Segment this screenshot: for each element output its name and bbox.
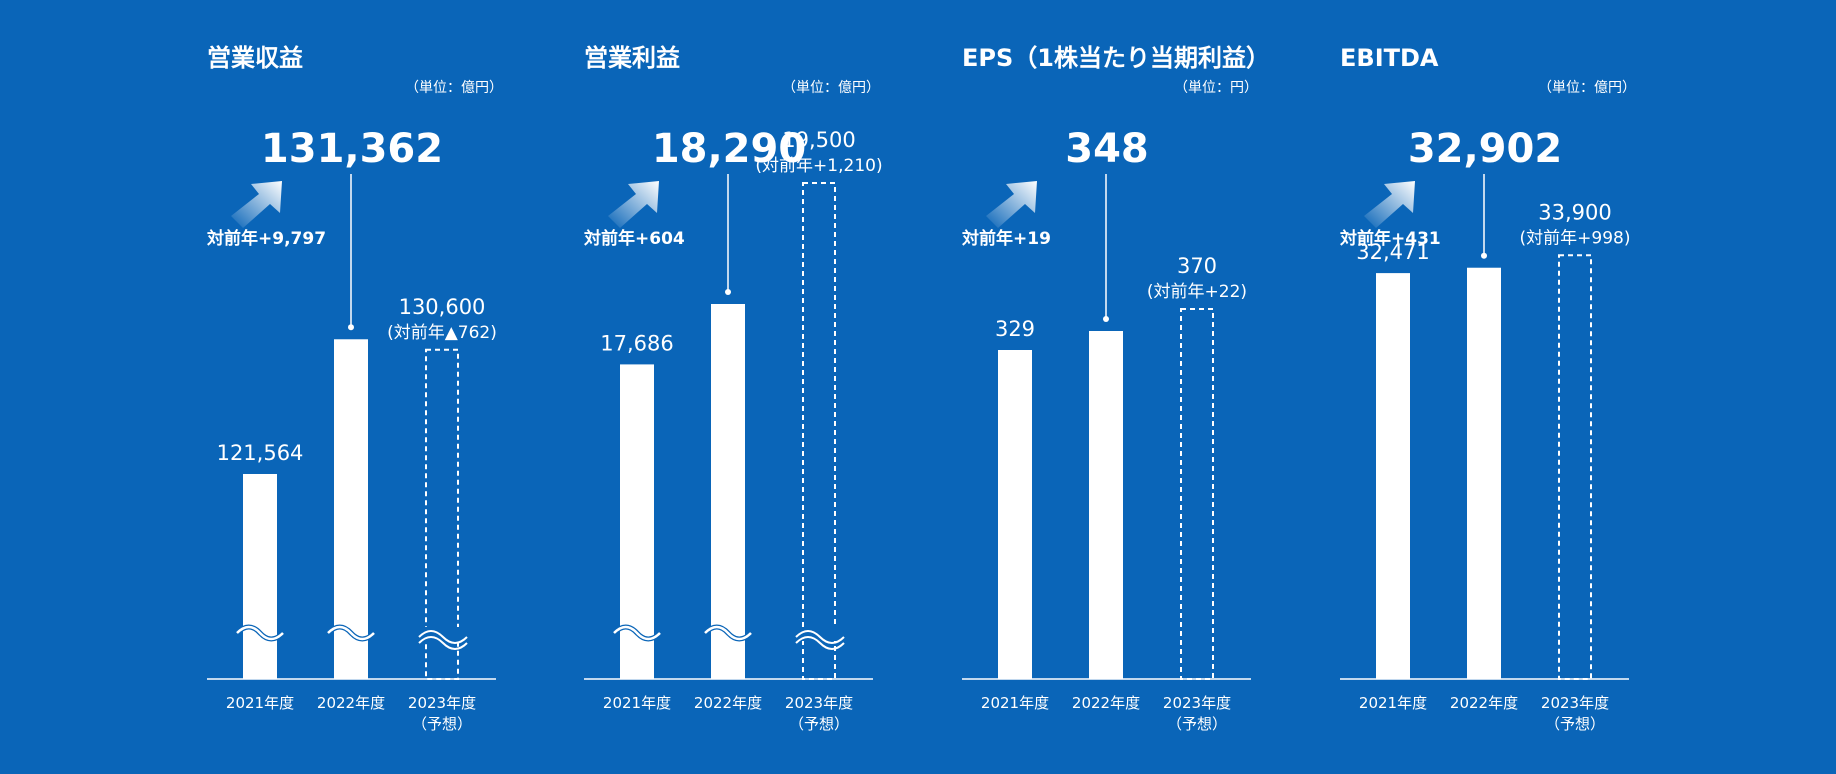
x-tick-label-sub: （予想） xyxy=(1545,715,1605,733)
x-tick-label: 2023年度 xyxy=(1541,694,1609,712)
yoy-change-label: 対前年+431 xyxy=(1339,228,1441,249)
unit-label: （単位：億円） xyxy=(782,80,880,96)
chart-title: 営業利益 xyxy=(584,44,680,72)
highlight-value: 348 xyxy=(1065,126,1149,172)
chart-panel-4: EBITDA （単位：億円） 32,471 2021年度 32,902 2022年度 33,… xyxy=(1339,44,1636,733)
data-label: 19,500 xyxy=(782,128,855,152)
leader-dot xyxy=(1103,316,1109,322)
x-tick-label-sub: （予想） xyxy=(1167,715,1227,733)
x-tick-label: 2022年度 xyxy=(317,694,385,712)
forecast-bar xyxy=(1180,308,1214,680)
leader-dot xyxy=(1481,252,1487,259)
forecast-note: (対前年+1,210) xyxy=(755,156,882,176)
data-label: 33,900 xyxy=(1538,200,1611,224)
bar xyxy=(1467,267,1501,679)
yoy-change-label: 対前年+9,797 xyxy=(206,228,326,249)
forecast-bar xyxy=(1558,254,1592,680)
yoy-change-label: 対前年+604 xyxy=(583,228,685,249)
data-label: 370 xyxy=(1177,254,1217,278)
yoy-change-label: 対前年+19 xyxy=(961,228,1051,249)
wave-break-icon xyxy=(613,625,661,641)
up-right-arrow-icon xyxy=(231,181,282,228)
x-tick-label: 2023年度 xyxy=(408,694,476,712)
wave-break-icon xyxy=(704,625,752,641)
chart-panel-3: EPS（1株当たり当期利益） （単位：円） 329 2021年度 348 2022年度 37… xyxy=(961,44,1270,733)
leader-dot xyxy=(725,289,731,295)
x-tick-label: 2022年度 xyxy=(694,694,762,712)
x-tick-label: 2022年度 xyxy=(1450,694,1518,712)
leader-dot xyxy=(348,324,354,331)
data-label: 130,600 xyxy=(399,295,486,319)
chart-title: EBITDA xyxy=(1340,44,1439,72)
chart-title: EPS（1株当たり当期利益） xyxy=(962,44,1270,72)
wave-break-icon xyxy=(795,636,845,650)
chart-panel-2: 営業利益 （単位：億円） 17,686 2021年度 18,290 2022年度 19,50… xyxy=(583,44,883,733)
wave-break-icon xyxy=(418,630,468,644)
x-tick-label: 2021年度 xyxy=(603,694,671,712)
unit-label: （単位：億円） xyxy=(405,80,503,96)
data-label: 17,686 xyxy=(600,331,673,355)
up-right-arrow-icon xyxy=(1364,181,1415,228)
data-label: 121,564 xyxy=(217,441,304,465)
chart-panel-1: 営業収益 （単位：億円） 121,564 2021年度 131,362 2022年度 130… xyxy=(206,44,503,733)
highlight-value: 131,362 xyxy=(261,126,443,172)
bar xyxy=(1376,273,1410,679)
chart-title: 営業収益 xyxy=(207,44,303,72)
bar xyxy=(334,339,368,679)
bar xyxy=(1089,331,1123,679)
wave-break-icon xyxy=(795,630,845,644)
forecast-note: (対前年+22) xyxy=(1147,282,1247,302)
data-label: 329 xyxy=(995,317,1035,341)
wave-break-icon xyxy=(418,636,468,650)
bar xyxy=(711,304,745,679)
bar xyxy=(998,350,1032,679)
x-tick-label: 2022年度 xyxy=(1072,694,1140,712)
forecast-note: (対前年▲762) xyxy=(387,323,497,343)
forecast-note: (対前年+998) xyxy=(1520,228,1631,248)
x-tick-label: 2021年度 xyxy=(1359,694,1427,712)
up-right-arrow-icon xyxy=(608,181,659,228)
bar xyxy=(243,473,277,679)
up-right-arrow-icon xyxy=(986,181,1037,228)
highlight-value: 18,290 xyxy=(652,126,806,172)
x-tick-label: 2021年度 xyxy=(981,694,1049,712)
x-tick-label: 2023年度 xyxy=(1163,694,1231,712)
x-tick-label: 2023年度 xyxy=(785,694,853,712)
forecast-bar xyxy=(802,182,836,680)
highlight-value: 32,902 xyxy=(1408,126,1562,172)
unit-label: （単位：円） xyxy=(1174,80,1258,96)
data-label: 32,471 xyxy=(1356,240,1429,264)
x-tick-label-sub: （予想） xyxy=(412,715,472,733)
x-tick-label-sub: （予想） xyxy=(789,715,849,733)
x-tick-label: 2021年度 xyxy=(226,694,294,712)
wave-break-icon xyxy=(236,625,284,641)
wave-break-icon xyxy=(327,625,375,641)
unit-label: （単位：億円） xyxy=(1538,80,1636,96)
